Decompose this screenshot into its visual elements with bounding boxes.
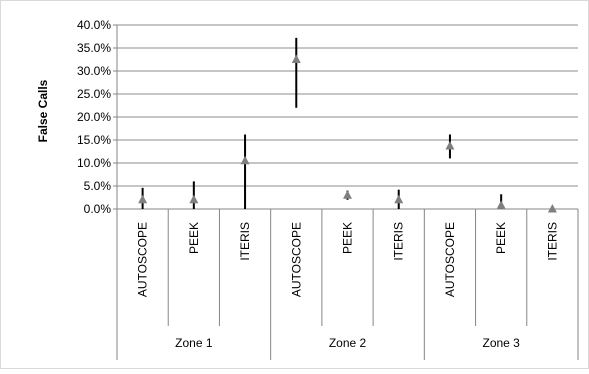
- y-tick-label: 25.0%: [77, 87, 111, 101]
- data-marks: [138, 37, 557, 213]
- data-point-marker: [394, 194, 404, 204]
- category-label: AUTOSCOPE: [443, 222, 457, 297]
- data-point-marker: [240, 155, 250, 165]
- y-tick-label: 40.0%: [77, 18, 111, 32]
- data-point-marker: [189, 194, 199, 204]
- y-tick-label: 5.0%: [84, 179, 112, 193]
- category-label: ITERIS: [238, 222, 252, 261]
- category-axis: AUTOSCOPE PEEK ITERIS AUTOSCOPE PEEK ITERIS AU…: [116, 209, 579, 360]
- y-tick-label: 30.0%: [77, 64, 111, 78]
- y-tick-labels: 0.0% 5.0% 10.0% 15.0% 20.0% 25.0% 30.0% 35.0% 40…: [77, 18, 111, 216]
- category-label: PEEK: [341, 222, 355, 254]
- data-point-marker: [496, 200, 506, 209]
- data-point-marker: [343, 190, 352, 199]
- y-tick-label: 0.0%: [84, 202, 112, 216]
- category-label: PEEK: [187, 222, 201, 254]
- y-tick-label: 10.0%: [77, 156, 111, 170]
- category-label: AUTOSCOPE: [136, 222, 150, 297]
- data-point-marker: [291, 54, 301, 63]
- y-tick-label: 35.0%: [77, 41, 111, 55]
- y-axis-label: False Calls: [36, 79, 50, 142]
- category-label: AUTOSCOPE: [289, 222, 303, 297]
- data-point-marker: [445, 140, 455, 150]
- data-point-marker: [138, 194, 148, 204]
- y-tick-label: 20.0%: [77, 110, 111, 124]
- category-label: ITERIS: [545, 222, 559, 261]
- group-label: Zone 1: [175, 336, 213, 350]
- category-label: PEEK: [494, 222, 508, 254]
- data-point-marker: [547, 204, 557, 213]
- y-tick-label: 15.0%: [77, 133, 111, 147]
- group-label: Zone 3: [482, 336, 520, 350]
- group-label: Zone 2: [329, 336, 367, 350]
- category-label: ITERIS: [392, 222, 406, 261]
